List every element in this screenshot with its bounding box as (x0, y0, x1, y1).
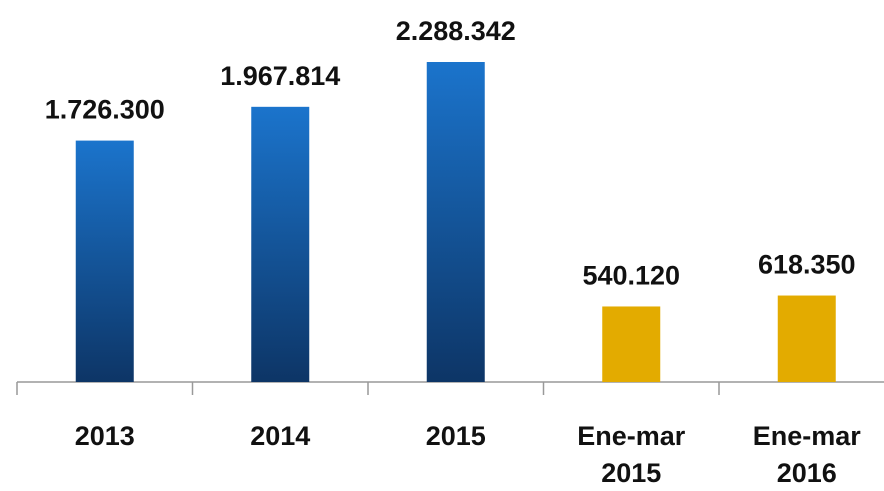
x-tick-label: Ene-mar 2016 (753, 421, 862, 488)
x-tick-label: 2015 (426, 421, 486, 451)
bar (602, 306, 661, 382)
x-tick-label: 2013 (75, 421, 135, 451)
value-label: 2.288.342 (396, 16, 516, 46)
label-line: 2016 (777, 458, 837, 488)
label-line: Ene-mar (753, 421, 862, 451)
value-label: 618.350 (758, 250, 856, 280)
value-label: 1.967.814 (220, 61, 340, 91)
bar (777, 295, 836, 382)
label-line: 2015 (601, 458, 661, 488)
value-label: 1.726.300 (45, 95, 165, 125)
bar (251, 106, 310, 382)
value-label: 540.120 (582, 260, 680, 290)
x-tick-label: Ene-mar 2015 (577, 421, 686, 488)
label-line: Ene-mar (577, 421, 686, 451)
x-tick-label: 2014 (250, 421, 310, 451)
bar (426, 62, 485, 382)
bar (75, 140, 134, 382)
